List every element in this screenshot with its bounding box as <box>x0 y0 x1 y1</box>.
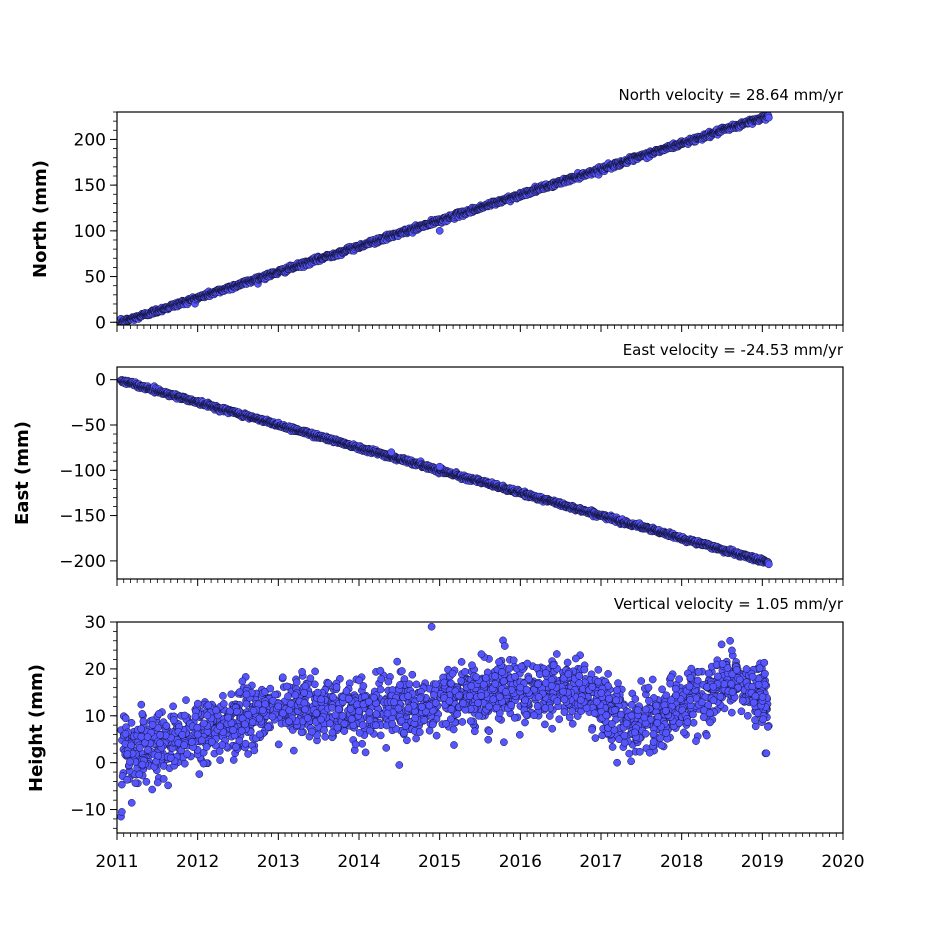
north-velocity-title: North velocity = 28.64 mm/yr <box>619 86 844 104</box>
data-point <box>466 717 475 725</box>
y-tick-label: −100 <box>59 461 106 481</box>
data-point <box>500 642 509 650</box>
data-point <box>238 677 247 686</box>
data-point <box>680 728 688 737</box>
east-y-axis-label: East (mm) <box>12 421 33 525</box>
y-tick-label: 150 <box>74 176 106 196</box>
data-point <box>321 732 330 741</box>
east-plot-area: 0 −50 −100 −150 −200 <box>59 366 844 586</box>
data-point <box>449 725 458 734</box>
east-panel: East velocity = -24.53 mm/yr East (mm) 0… <box>12 341 844 586</box>
data-points <box>117 112 773 325</box>
data-point <box>694 668 703 676</box>
north-y-axis-label: North (mm) <box>30 160 51 278</box>
data-point <box>521 718 529 727</box>
outlier-point <box>435 226 444 235</box>
data-point <box>657 741 666 750</box>
y-tick-label: 200 <box>74 130 106 150</box>
data-point <box>400 729 408 737</box>
data-point <box>648 675 657 684</box>
data-point <box>764 560 773 569</box>
data-point <box>298 667 306 676</box>
height-panel: Vertical velocity = 1.05 mm/yr Height (m… <box>26 595 865 872</box>
data-point <box>310 680 319 689</box>
data-point <box>361 748 370 757</box>
data-point <box>484 735 493 744</box>
data-point <box>552 650 561 658</box>
vertical-velocity-title: Vertical velocity = 1.05 mm/yr <box>614 595 844 613</box>
data-point <box>658 685 666 694</box>
data-point <box>412 734 420 743</box>
data-point <box>470 727 479 736</box>
data-point <box>139 717 148 726</box>
data-point <box>764 723 772 731</box>
data-point <box>667 673 675 682</box>
data-point <box>699 713 708 722</box>
data-point <box>737 707 746 716</box>
data-point <box>717 640 726 649</box>
y-tick-label: 50 <box>84 268 106 288</box>
outlier-point <box>387 448 396 457</box>
data-point <box>625 749 634 758</box>
outlier-point <box>435 462 444 471</box>
east-velocity-title: East velocity = -24.53 mm/yr <box>623 341 844 359</box>
data-point <box>219 692 227 700</box>
y-tick-label: 0 <box>95 313 106 333</box>
data-point <box>137 700 146 709</box>
data-point <box>627 700 636 709</box>
data-point <box>636 747 644 756</box>
y-tick-label: 100 <box>74 222 106 242</box>
data-point <box>614 679 622 687</box>
data-point <box>324 679 333 688</box>
data-point <box>702 731 711 740</box>
north-panel: North velocity = 28.64 mm/yr North (mm) … <box>30 86 844 333</box>
y-tick-label: −150 <box>59 507 106 527</box>
north-plot-area: 0 50 100 150 200 <box>74 111 844 333</box>
data-point <box>351 740 360 749</box>
data-point <box>548 724 557 733</box>
y-tick-label: −200 <box>59 552 106 572</box>
data-point <box>142 777 151 786</box>
data-point <box>594 665 603 674</box>
data-point <box>571 654 580 663</box>
y-tick-label: −50 <box>70 416 106 436</box>
data-point <box>728 646 736 655</box>
data-points <box>117 375 773 569</box>
data-point <box>412 680 421 689</box>
data-point <box>195 770 204 778</box>
data-point <box>180 759 189 768</box>
data-point <box>297 728 306 737</box>
data-point <box>229 756 238 764</box>
data-point <box>432 680 440 689</box>
height-y-axis-label: Height (mm) <box>26 664 47 792</box>
data-point <box>358 739 366 748</box>
y-tick-label: 0 <box>95 371 106 391</box>
data-point <box>764 113 773 122</box>
data-points <box>117 622 773 821</box>
data-point <box>604 670 612 678</box>
data-point <box>450 741 458 749</box>
